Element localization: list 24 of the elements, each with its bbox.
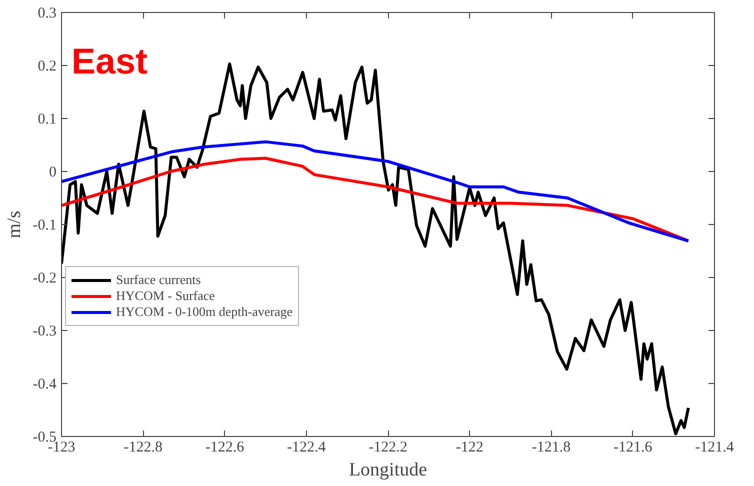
y-tick-label: 0.1 xyxy=(38,112,56,128)
legend-label: Surface currents xyxy=(116,272,201,288)
y-tick-label: -0.2 xyxy=(32,270,57,286)
x-tick-label: -121.4 xyxy=(695,440,734,456)
legend-label: HYCOM - 0-100m depth-average xyxy=(116,304,293,320)
x-tick-label: -122.8 xyxy=(124,440,162,456)
x-tick-label: -122 xyxy=(456,440,484,456)
y-tick-label: 0.3 xyxy=(38,6,56,22)
x-tick-label: -122.4 xyxy=(287,440,326,456)
x-tick-label: -121.8 xyxy=(532,440,571,456)
y-tick-label: -0.1 xyxy=(32,218,57,234)
x-tick-label: -122.6 xyxy=(205,440,245,456)
x-tick-label: -121.6 xyxy=(614,440,653,456)
legend-label: HYCOM - Surface xyxy=(116,288,215,304)
y-tick-label: 0 xyxy=(49,164,56,180)
y-tick-label: 0.2 xyxy=(38,58,56,74)
annotation: East xyxy=(72,40,148,82)
y-tick-label: -0.3 xyxy=(32,324,57,340)
y-axis-title: m/s xyxy=(4,210,25,238)
x-tick-label: -122.2 xyxy=(368,440,408,456)
x-axis-title: Longitude xyxy=(348,460,428,480)
line-series xyxy=(62,156,690,242)
y-tick-label: -0.4 xyxy=(32,376,57,392)
line-series xyxy=(62,140,690,242)
